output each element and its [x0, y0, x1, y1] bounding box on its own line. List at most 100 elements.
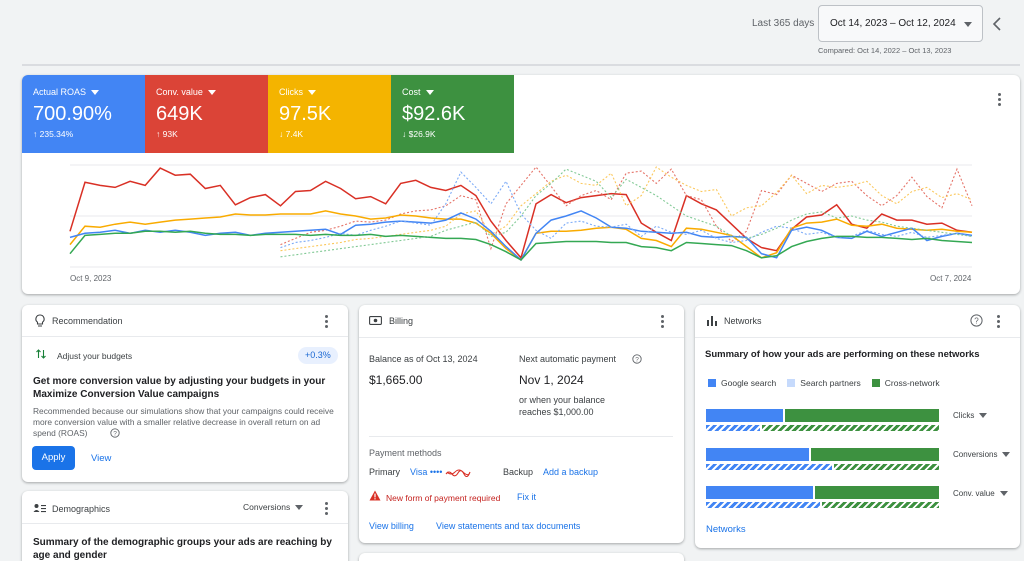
chart-end-label: Oct 7, 2024 [930, 274, 972, 283]
metric-label-text: Actual ROAS [33, 87, 87, 97]
metric-delta: ↓ $26.9K [402, 129, 436, 139]
recommendation-headline: Get more conversion value by adjusting y… [33, 376, 326, 400]
metric-dropdown-value: Conversions [243, 502, 291, 512]
segment-google-search [706, 409, 783, 422]
next-payment-note: or when your balance reaches $1,000.00 [519, 395, 606, 417]
chart-start-label: Oct 9, 2023 [70, 274, 112, 283]
network-bar-previous [706, 464, 939, 470]
metric-value: 97.5K [279, 103, 332, 125]
metric-label: Clicks [279, 87, 380, 97]
segment-google-search-prev [706, 502, 821, 508]
billing-card: Billing Balance as of Oct 13, 2024 $1,66… [359, 305, 684, 543]
recommendation-more-menu[interactable] [319, 313, 333, 331]
backup-label: Backup [503, 467, 534, 477]
recommendation-item-label: Adjust your budgets [57, 351, 133, 361]
billing-icon [369, 316, 382, 325]
legend-label: Cross-network [884, 378, 940, 388]
networks-summary: Summary of how your ads are performing o… [705, 349, 980, 360]
demographics-more-menu[interactable] [319, 500, 333, 518]
view-statements-link[interactable]: View statements and tax documents [436, 521, 581, 531]
network-bar-current [706, 409, 939, 422]
caret-down-icon [295, 505, 304, 511]
segment-cross-network-prev [833, 464, 939, 470]
budget-adjust-icon [36, 349, 46, 359]
metric-tile-conv-value[interactable]: Conv. value 649K ↑ 93K [145, 75, 268, 153]
billing-divider [369, 436, 673, 437]
add-backup-link[interactable]: Add a backup [543, 467, 599, 477]
improvement-badge: +0.3% [298, 347, 338, 364]
networks-card: Networks ? Summary of how your ads are p… [695, 305, 1020, 548]
network-bar-current [706, 486, 939, 499]
chevron-left-icon [992, 17, 1001, 31]
metric-tile-cost[interactable]: Cost $92.6K ↓ $26.9K [391, 75, 514, 153]
view-button[interactable]: View [91, 453, 112, 464]
legend-label: Google search [721, 378, 777, 388]
caret-down-icon [1002, 452, 1011, 458]
caret-down-icon [308, 90, 316, 96]
caret-down-icon [979, 413, 988, 419]
network-metric-label: Conv. value [953, 489, 995, 498]
view-billing-link[interactable]: View billing [369, 521, 414, 531]
card-header-divider [22, 523, 348, 524]
network-bar-previous [706, 425, 939, 431]
segment-cross-network [810, 448, 939, 461]
billing-more-menu[interactable] [655, 313, 669, 331]
primary-payment-method[interactable]: Visa •••• [410, 467, 471, 477]
caret-down-icon [425, 90, 434, 96]
metric-delta: ↑ 93K [156, 129, 178, 139]
network-bar-previous [706, 502, 939, 508]
segment-cross-network-prev [822, 502, 939, 508]
network-row-label[interactable]: Conv. value [953, 489, 1008, 498]
recommendation-card: Recommendation Adjust your budgets +0.3%… [22, 305, 348, 482]
metric-tile-roas[interactable]: Actual ROAS 700.90% ↑ 235.34% [22, 75, 145, 153]
legend-swatch [871, 379, 880, 387]
network-row-label[interactable]: Clicks [953, 411, 988, 420]
metric-tile-clicks[interactable]: Clicks 97.5K ↓ 7.4K [268, 75, 391, 153]
card-header-divider [695, 337, 1020, 338]
primary-payment-value: Visa •••• [410, 467, 443, 477]
bar-chart-icon [707, 316, 717, 326]
legend-item: Search partners [787, 378, 861, 388]
metric-label: Cost [402, 87, 503, 97]
collapse-button[interactable] [988, 12, 1008, 36]
help-icon[interactable]: ? [632, 354, 642, 364]
primary-label: Primary [369, 467, 400, 477]
series-line-actual-roas-prev [280, 171, 973, 249]
card-header-divider [359, 337, 684, 338]
card-title: Demographics [52, 504, 111, 514]
date-range-picker[interactable]: Oct 14, 2023 – Oct 12, 2024 [818, 5, 983, 42]
redacted-scribble-icon [445, 469, 471, 477]
payment-warning-text: New form of payment required [386, 493, 501, 503]
card-title: Recommendation [52, 316, 123, 326]
fix-it-link[interactable]: Fix it [517, 492, 536, 502]
date-range-value: Oct 14, 2023 – Oct 12, 2024 [830, 18, 956, 29]
balance-value: $1,665.00 [369, 373, 423, 387]
next-card-peek [359, 553, 684, 561]
warning-icon [369, 490, 381, 501]
card-title: Networks [724, 316, 762, 326]
segment-google-search [706, 486, 814, 499]
metric-value: $92.6K [402, 103, 466, 125]
header-divider [22, 64, 1020, 66]
segment-cross-network [784, 409, 939, 422]
card-header: Recommendation [22, 305, 348, 337]
segment-cross-network-prev [761, 425, 939, 431]
legend-swatch [787, 379, 796, 387]
demographics-card: Demographics Conversions Summary of the … [22, 491, 348, 561]
segment-cross-network [815, 486, 939, 499]
legend-item: Cross-network [871, 378, 940, 388]
network-row-label[interactable]: Conversions [953, 450, 1011, 459]
networks-more-menu[interactable] [991, 313, 1005, 331]
recommendation-body: Recommended because our simulations show… [33, 406, 334, 438]
metric-tiles: Actual ROAS 700.90% ↑ 235.34% Conv. valu… [22, 75, 514, 153]
help-icon[interactable]: ? [970, 314, 983, 327]
apply-button[interactable]: Apply [32, 446, 75, 470]
chart-more-menu[interactable] [992, 91, 1006, 109]
networks-link[interactable]: Networks [706, 524, 746, 535]
range-label: Last 365 days [752, 18, 815, 29]
caret-down-icon [999, 491, 1008, 497]
payment-methods-label: Payment methods [369, 448, 442, 458]
help-icon[interactable]: ? [110, 428, 120, 438]
metric-dropdown[interactable]: Conversions [243, 502, 304, 512]
legend-item: Google search [708, 378, 776, 388]
